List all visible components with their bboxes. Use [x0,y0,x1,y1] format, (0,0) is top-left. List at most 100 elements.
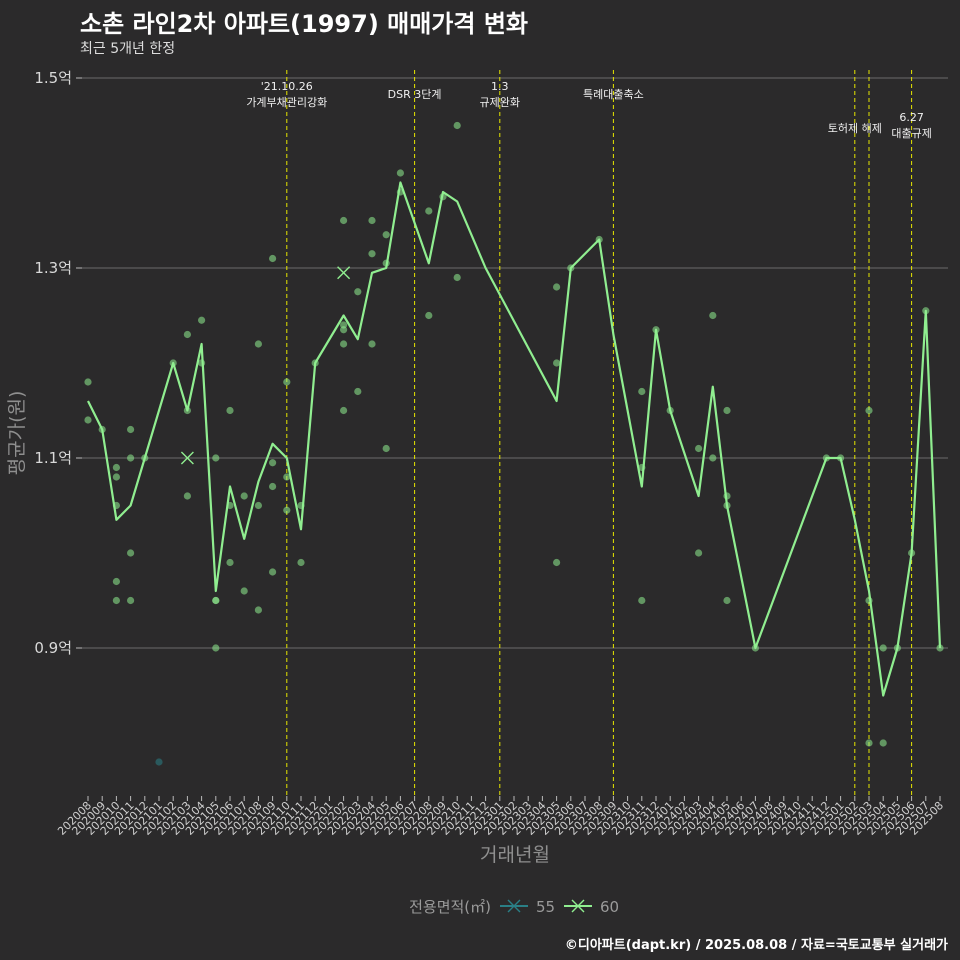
y-tick-label: 0.9억 [34,639,72,657]
data-point [269,254,277,263]
data-point [84,378,92,386]
data-point [695,444,703,453]
y-tick-label: 1.5억 [34,69,72,87]
data-point [368,250,376,258]
point-layer [84,121,944,766]
data-point [340,216,348,225]
data-point [340,340,348,348]
series-line [87,181,942,697]
x-marker-stroke [180,451,194,465]
marker-layer [180,266,351,465]
y-tick-label: 1.3억 [34,259,72,277]
data-point [240,492,248,500]
data-point [112,463,120,472]
data-point [127,596,135,605]
data-point [723,406,731,415]
data-point [183,492,191,500]
data-point [638,387,646,396]
data-point [709,311,717,320]
data-point [112,577,120,586]
event-label: 특례대출축소 [583,88,644,101]
x-marker [337,266,351,280]
data-point [226,558,234,567]
data-point [354,288,362,296]
data-point [382,444,390,453]
data-point [453,273,461,282]
event-label: 1.3 [491,80,509,93]
legend-item-60: 60 [564,898,619,916]
data-point [198,316,206,324]
event-label: '21.10.26 [261,80,313,93]
data-point [368,216,376,225]
legend-key-marker [507,899,521,913]
data-point [269,568,277,576]
data-point [283,506,291,514]
data-point [112,596,120,605]
data-point [212,596,220,605]
data-point [183,330,191,339]
data-point [865,739,873,747]
data-point [553,283,561,291]
chart-title: 소촌 라인2차 아파트(1997) 매매가격 변화 [80,10,528,38]
data-point [240,587,248,595]
data-point [212,644,220,652]
y-tick-label: 1.1억 [34,449,72,467]
chart-subtitle: 최근 5개년 한정 [80,41,176,57]
data-point [453,121,461,130]
data-point [254,606,262,614]
legend-label: 55 [536,898,555,916]
event-label: DSR 3단계 [388,88,442,101]
data-point [226,406,234,415]
data-point [340,406,348,415]
grid-layer [82,77,948,649]
data-point [879,644,887,652]
data-point [425,207,433,215]
legend-label: 60 [600,898,619,916]
data-point [368,340,376,348]
data-point [709,454,717,462]
data-point [254,501,262,510]
data-point [283,378,291,386]
data-point [382,231,390,239]
data-point [127,454,135,462]
data-point [269,482,277,491]
data-point [865,406,873,415]
data-point [155,758,163,766]
data-point [340,326,348,334]
event-label: 규제완화 [480,96,520,109]
event-label: 가계부채관리강화 [246,96,327,109]
line-layer [87,181,942,697]
legend: 전용면적(㎡) 55 60 [409,898,619,916]
data-point [127,549,135,557]
event-label: 대출규제 [891,127,931,140]
legend-item-55: 55 [500,898,555,916]
data-point [283,473,291,481]
data-point [638,596,646,605]
data-point [425,311,433,320]
data-point [212,454,220,462]
x-axis-title: 거래년월 [480,844,550,866]
data-point [354,387,362,396]
data-point [112,473,120,481]
event-layer: '21.10.26 가계부채관리강화 DSR 3단계 1.3 규제완화 특례대출축소토허제… [246,70,932,796]
source-caption: ©디아파트(dapt.kr) / 2025.08.08 / 자료=국토교통부 실… [564,938,948,953]
x-marker-stroke [337,266,351,280]
data-point [297,558,305,567]
x-marker [180,451,194,465]
legend-key-marker [571,899,585,913]
data-point [723,596,731,605]
data-point [254,340,262,348]
x-axis: 2020082020092020102020112020122021012021… [55,796,946,838]
data-point [879,739,887,747]
data-point [553,558,561,567]
data-point [695,549,703,557]
data-point [553,359,561,367]
event-label: 6.27 [899,111,924,124]
event-label: 토허제 해제 [828,121,882,135]
y-axis-title: 평균가(원) [6,391,28,476]
legend-title: 전용면적(㎡) [409,898,491,916]
y-axis: 0.9억 1.1억 1.3억 1.5억 [34,69,82,657]
data-point [396,169,404,177]
data-point [127,425,135,434]
